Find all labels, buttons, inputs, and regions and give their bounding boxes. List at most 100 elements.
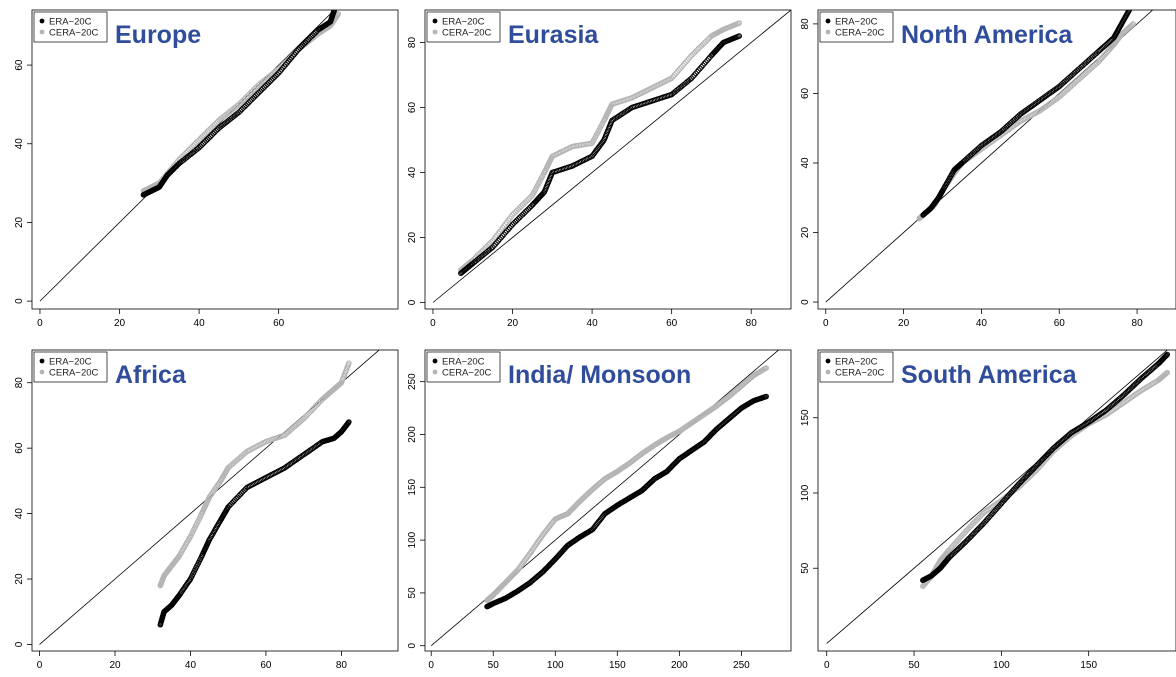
panel-title: Africa [115, 361, 187, 389]
data-point [700, 41, 706, 48]
data-point [199, 142, 205, 148]
data-point [236, 109, 242, 116]
data-point [703, 38, 709, 45]
data-point [671, 72, 678, 78]
data-point [502, 229, 509, 236]
data-point [270, 75, 276, 82]
legend-marker [432, 369, 438, 375]
data-point [197, 135, 204, 142]
data-point [688, 75, 695, 82]
data-point [705, 36, 712, 42]
data-point [346, 419, 352, 425]
data-point [681, 60, 688, 67]
series-era-20c [920, 351, 1171, 584]
y-tick-label: 100 [407, 531, 418, 548]
data-point [690, 51, 696, 57]
y-tick-label: 80 [800, 18, 811, 30]
legend-label: ERA−20C [442, 17, 485, 28]
data-point [736, 20, 743, 26]
data-point [508, 223, 514, 229]
x-tick-label: 80 [1132, 318, 1144, 329]
data-point [673, 70, 679, 77]
data-point [1130, 21, 1136, 27]
x-tick-label: 20 [114, 318, 126, 329]
data-point [697, 65, 703, 72]
x-tick-label: 250 [733, 660, 750, 671]
y-tick-label: 150 [800, 409, 811, 426]
legend-label: CERA−20C [49, 368, 99, 379]
data-point [207, 133, 214, 140]
panel-title: India/ Monsoon [508, 361, 691, 389]
data-point [251, 86, 258, 92]
legend-marker [825, 18, 831, 24]
data-point [297, 45, 303, 51]
data-point [206, 127, 212, 133]
panel-title: Europe [115, 21, 201, 49]
x-tick-label: 0 [824, 660, 830, 671]
x-tick-label: 50 [488, 660, 500, 671]
data-point [193, 139, 199, 146]
data-point [200, 140, 207, 147]
data-point [763, 365, 769, 371]
legend-marker [825, 29, 831, 35]
x-tick-label: 20 [109, 660, 121, 671]
data-point [676, 67, 682, 73]
data-point [512, 218, 519, 225]
data-point [485, 242, 492, 248]
data-point [1007, 120, 1014, 126]
data-point [204, 136, 211, 143]
data-point [285, 58, 292, 64]
data-point [684, 57, 691, 64]
data-point [519, 212, 526, 218]
data-point [504, 228, 510, 234]
data-point [516, 214, 523, 221]
data-point [506, 225, 513, 231]
plot-frame [31, 9, 399, 310]
series-era-20c [458, 33, 743, 277]
data-point [203, 137, 209, 144]
data-point [186, 146, 192, 153]
data-point [238, 106, 245, 113]
series-cera-20c [484, 365, 769, 604]
data-point [516, 205, 523, 211]
data-point [209, 132, 215, 138]
data-point [265, 80, 272, 86]
series-era-20c [920, 10, 1133, 218]
data-point [238, 98, 245, 105]
series-era-20c [140, 10, 338, 198]
data-point [197, 143, 204, 150]
data-point [206, 135, 212, 141]
data-point [704, 37, 710, 43]
data-point [194, 138, 201, 144]
data-point [210, 123, 217, 129]
y-tick-label: 40 [14, 138, 25, 150]
data-point [261, 84, 268, 90]
data-point [213, 128, 219, 134]
data-point [523, 207, 530, 214]
legend-box [426, 11, 501, 43]
legend-box [33, 11, 108, 43]
data-point [522, 209, 529, 215]
data-point [241, 103, 248, 110]
data-point [280, 65, 286, 71]
data-point [203, 130, 209, 136]
y-tick-label: 60 [14, 59, 25, 71]
data-point [694, 47, 700, 53]
identity-line [826, 350, 1168, 644]
data-point [1075, 66, 1082, 72]
data-point [492, 241, 499, 247]
legend-marker [825, 358, 831, 364]
x-tick-label: 150 [609, 660, 626, 671]
x-tick-label: 0 [37, 660, 43, 671]
y-tick-label: 150 [407, 479, 418, 496]
data-point [514, 217, 520, 224]
data-point [523, 198, 530, 204]
data-point [310, 32, 316, 39]
data-point [677, 65, 683, 72]
data-point [308, 33, 315, 40]
data-point [525, 206, 531, 212]
data-point [174, 162, 181, 168]
